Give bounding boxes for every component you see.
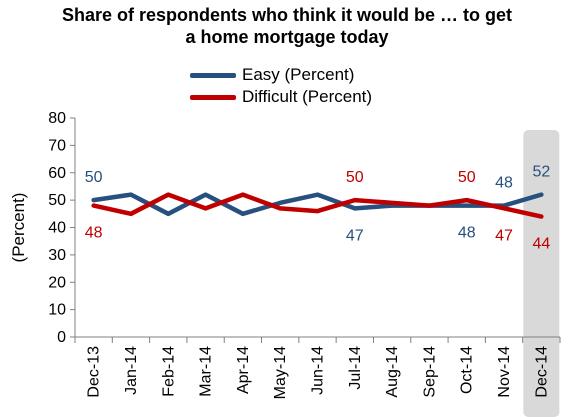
data-label: 48 [495, 175, 513, 192]
data-point-difficult [427, 204, 431, 208]
data-point-difficult [92, 204, 96, 208]
data-point-difficult [129, 212, 133, 216]
data-point-difficult [204, 206, 208, 210]
y-tick-label: 0 [57, 329, 66, 346]
chart-legend: Easy (Percent) Difficult (Percent) [190, 64, 372, 108]
x-tick-label: Nov-14 [496, 346, 513, 398]
chart-title: Share of respondents who think it would … [0, 4, 574, 48]
data-label: 47 [495, 227, 513, 244]
x-tick-label: May-14 [272, 346, 289, 399]
series-line-difficult [91, 192, 544, 219]
data-label: 47 [346, 227, 364, 244]
data-point-easy [204, 193, 208, 197]
legend-swatch-easy [190, 72, 236, 78]
chart-title-line-2: a home mortgage today [185, 27, 389, 47]
data-label: 44 [532, 236, 550, 253]
data-point-difficult [166, 193, 170, 197]
x-tick-label: Sep-14 [421, 346, 438, 398]
data-point-easy [166, 212, 170, 216]
x-tick-label: Jan-14 [123, 346, 140, 395]
data-label: 50 [85, 169, 103, 186]
y-tick-label: 40 [48, 220, 66, 237]
data-point-easy [353, 206, 357, 210]
x-tick-label: Oct-14 [459, 346, 476, 394]
legend-label-difficult: Difficult (Percent) [242, 87, 373, 106]
data-point-easy [129, 193, 133, 197]
x-tick-label: Jun-14 [310, 346, 327, 395]
y-tick-label: 80 [48, 110, 66, 127]
series-line-easy [91, 192, 544, 217]
x-tick-label: Dec-13 [86, 346, 103, 398]
data-point-difficult [539, 215, 543, 219]
data-label: 48 [85, 225, 103, 242]
data-label: 50 [458, 169, 476, 186]
y-axis-title: (Percent) [9, 193, 28, 263]
x-tick-label: Aug-14 [384, 346, 401, 398]
legend-item-difficult: Difficult (Percent) [190, 86, 372, 108]
data-point-difficult [316, 209, 320, 213]
data-point-difficult [502, 206, 506, 210]
data-point-difficult [390, 201, 394, 205]
data-point-difficult [241, 193, 245, 197]
data-point-difficult [278, 206, 282, 210]
y-tick-label: 30 [48, 247, 66, 264]
x-tick-label: Mar-14 [198, 346, 215, 397]
x-tick-label: Apr-14 [235, 346, 252, 394]
data-point-easy [278, 201, 282, 205]
data-point-easy [241, 212, 245, 216]
data-point-easy [316, 193, 320, 197]
data-label: 52 [532, 164, 550, 181]
legend-label-easy: Easy (Percent) [242, 65, 355, 84]
y-tick-label: 50 [48, 192, 66, 209]
chart-title-line-1: Share of respondents who think it would … [61, 5, 512, 25]
data-label: 48 [458, 225, 476, 242]
data-point-easy [465, 204, 469, 208]
legend-item-easy: Easy (Percent) [190, 64, 372, 86]
data-point-easy [539, 193, 543, 197]
y-tick-label: 10 [48, 302, 66, 319]
data-point-easy [92, 198, 96, 202]
x-tick-label: Dec-14 [533, 346, 550, 398]
data-point-difficult [465, 198, 469, 202]
data-point-difficult [353, 198, 357, 202]
y-tick-label: 70 [48, 137, 66, 154]
x-tick-label: Jul-14 [347, 346, 364, 390]
y-tick-label: 60 [48, 165, 66, 182]
x-tick-label: Feb-14 [160, 346, 177, 397]
y-tick-label: 20 [48, 274, 66, 291]
data-label: 50 [346, 169, 364, 186]
legend-swatch-difficult [190, 94, 236, 100]
highlight-box [523, 130, 560, 417]
